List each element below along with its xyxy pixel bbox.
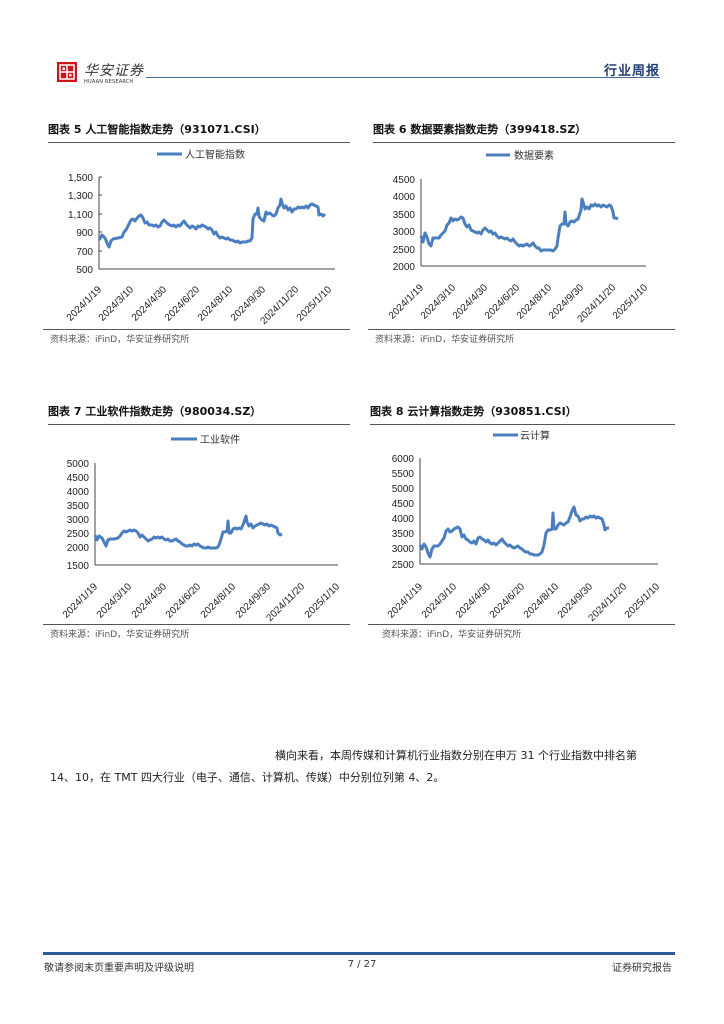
chart-title: 图表 7 工业软件指数走势（980034.SZ） [48, 405, 262, 418]
svg-text:5000: 5000 [67, 459, 90, 470]
footer-disclaimer: 敬请参阅末页重要声明及评级说明 [44, 963, 194, 974]
svg-text:3000: 3000 [393, 227, 416, 238]
svg-text:2500: 2500 [392, 560, 415, 571]
series-line [97, 197, 327, 249]
legend-label: 工业软件 [200, 433, 240, 446]
svg-text:1,500: 1,500 [68, 173, 93, 184]
chart-panel-7: 图表 7 工业软件指数走势（980034.SZ） [48, 403, 350, 425]
chart-6-plot: 数据要素 4500 4000 3500 3000 2500 2000 2024/… [387, 149, 651, 325]
logo-icon [57, 62, 77, 82]
svg-text:5000: 5000 [392, 484, 415, 495]
svg-text:2025/1/10: 2025/1/10 [623, 581, 663, 621]
chart-title: 图表 6 数据要素指数走势（399418.SZ） [373, 123, 587, 136]
svg-text:900: 900 [76, 228, 93, 239]
series-line [93, 514, 283, 550]
header-divider [146, 77, 660, 78]
svg-text:500: 500 [76, 265, 93, 276]
svg-text:2024/3/10: 2024/3/10 [95, 581, 135, 621]
y-axis: 6000 5500 5000 4500 4000 3500 3000 2500 [392, 454, 415, 571]
logo-text: 华安证券 [84, 63, 144, 79]
logo-subtitle: HUAAN RESEARCH [84, 79, 134, 85]
title-rule [373, 142, 675, 143]
body-line-1: 横向来看，本周传媒和计算机行业指数分别在申万 31 个行业指数中排名第 [275, 749, 637, 762]
body-paragraph: 横向来看，本周传媒和计算机行业指数分别在申万 31 个行业指数中排名第 14、1… [50, 745, 670, 789]
svg-text:1,300: 1,300 [68, 191, 93, 202]
svg-text:2024/8/10: 2024/8/10 [522, 581, 562, 621]
source-rule [368, 624, 675, 625]
svg-text:2000: 2000 [393, 262, 416, 273]
source-rule [368, 329, 675, 330]
chart-panel-8: 图表 8 云计算指数走势（930851.CSI） [370, 403, 675, 425]
svg-text:700: 700 [76, 247, 93, 258]
svg-text:2024/4/30: 2024/4/30 [454, 581, 494, 621]
svg-text:2500: 2500 [393, 245, 416, 256]
svg-text:4000: 4000 [67, 487, 90, 498]
svg-text:3500: 3500 [392, 529, 415, 540]
svg-text:4000: 4000 [392, 514, 415, 525]
x-axis: 2024/1/19 2024/3/10 2024/4/30 2024/6/20 … [387, 282, 651, 325]
svg-text:3000: 3000 [67, 515, 90, 526]
svg-text:3500: 3500 [67, 501, 90, 512]
svg-text:2025/1/10: 2025/1/10 [303, 581, 343, 621]
source-rule [43, 624, 350, 625]
footer-doc-type: 证券研究报告 [612, 963, 672, 974]
x-axis: 2024/1/19 2024/3/10 2024/4/30 2024/6/20 … [61, 581, 343, 624]
footer-divider [43, 952, 675, 955]
y-axis: 1,500 1,300 1,100 900 700 500 [68, 173, 102, 276]
svg-text:3000: 3000 [392, 544, 415, 555]
body-line-2: 14、10，在 TMT 四大行业（电子、通信、计算机、传媒）中分别位列第 4、2… [50, 771, 445, 784]
x-axis: 2024/1/19 2024/3/10 2024/4/30 2024/6/20 … [65, 284, 335, 327]
series-line [419, 197, 619, 253]
svg-text:2500: 2500 [67, 529, 90, 540]
y-axis: 4500 4000 3500 3000 2500 2000 [393, 175, 416, 273]
title-rule [48, 424, 350, 425]
chart-5-plot: 人工智能指数 1,500 1,300 1,100 900 700 500 202… [65, 148, 335, 327]
legend-label: 人工智能指数 [185, 148, 245, 161]
svg-text:3500: 3500 [393, 210, 416, 221]
page-number: 7 / 27 [347, 959, 377, 970]
svg-text:2024/8/10: 2024/8/10 [199, 581, 239, 621]
svg-text:2025/1/10: 2025/1/10 [611, 282, 651, 322]
y-axis: 5000 4500 4000 3500 3000 2500 2000 1500 [67, 459, 90, 572]
svg-text:1500: 1500 [67, 561, 90, 572]
svg-text:2024/1/19: 2024/1/19 [61, 581, 101, 621]
svg-text:2024/6/20: 2024/6/20 [488, 581, 528, 621]
svg-text:4000: 4000 [393, 192, 416, 203]
title-rule [48, 142, 350, 143]
svg-text:2000: 2000 [67, 543, 90, 554]
legend-label: 数据要素 [514, 149, 554, 162]
chart-source: 资料来源：iFinD，华安证券研究所 [50, 335, 190, 345]
svg-text:2025/1/10: 2025/1/10 [295, 284, 335, 324]
title-rule [370, 424, 675, 425]
report-type: 行业周报 [603, 64, 660, 79]
chart-source: 资料来源：iFinD，华安证券研究所 [375, 335, 515, 345]
chart-7-plot: 工业软件 5000 4500 4000 3500 3000 2500 2000 … [61, 433, 343, 624]
svg-text:4500: 4500 [392, 499, 415, 510]
svg-text:2024/3/10: 2024/3/10 [420, 581, 460, 621]
chart-title: 图表 5 人工智能指数走势（931071.CSI） [48, 123, 266, 136]
chart-source: 资料来源：iFinD，华安证券研究所 [382, 630, 522, 640]
source-rule [43, 329, 350, 330]
chart-source: 资料来源：iFinD，华安证券研究所 [50, 630, 190, 640]
svg-text:5500: 5500 [392, 469, 415, 480]
svg-text:1,100: 1,100 [68, 210, 93, 221]
svg-text:2024/1/19: 2024/1/19 [386, 581, 426, 621]
series-line [418, 505, 609, 559]
chart-8-plot: 云计算 6000 5500 5000 4500 4000 3500 3000 2… [386, 429, 663, 624]
svg-text:6000: 6000 [392, 454, 415, 465]
chart-panel-6: 图表 6 数据要素指数走势（399418.SZ） [373, 121, 675, 143]
svg-text:2024/4/30: 2024/4/30 [130, 581, 170, 621]
chart-panel-5: 图表 5 人工智能指数走势（931071.CSI） [48, 121, 350, 143]
legend-label: 云计算 [520, 429, 550, 442]
x-axis: 2024/1/19 2024/3/10 2024/4/30 2024/6/20 … [386, 581, 663, 624]
svg-text:2024/6/20: 2024/6/20 [164, 581, 204, 621]
svg-text:4500: 4500 [393, 175, 416, 186]
chart-title: 图表 8 云计算指数走势（930851.CSI） [370, 405, 577, 418]
svg-text:4500: 4500 [67, 473, 90, 484]
